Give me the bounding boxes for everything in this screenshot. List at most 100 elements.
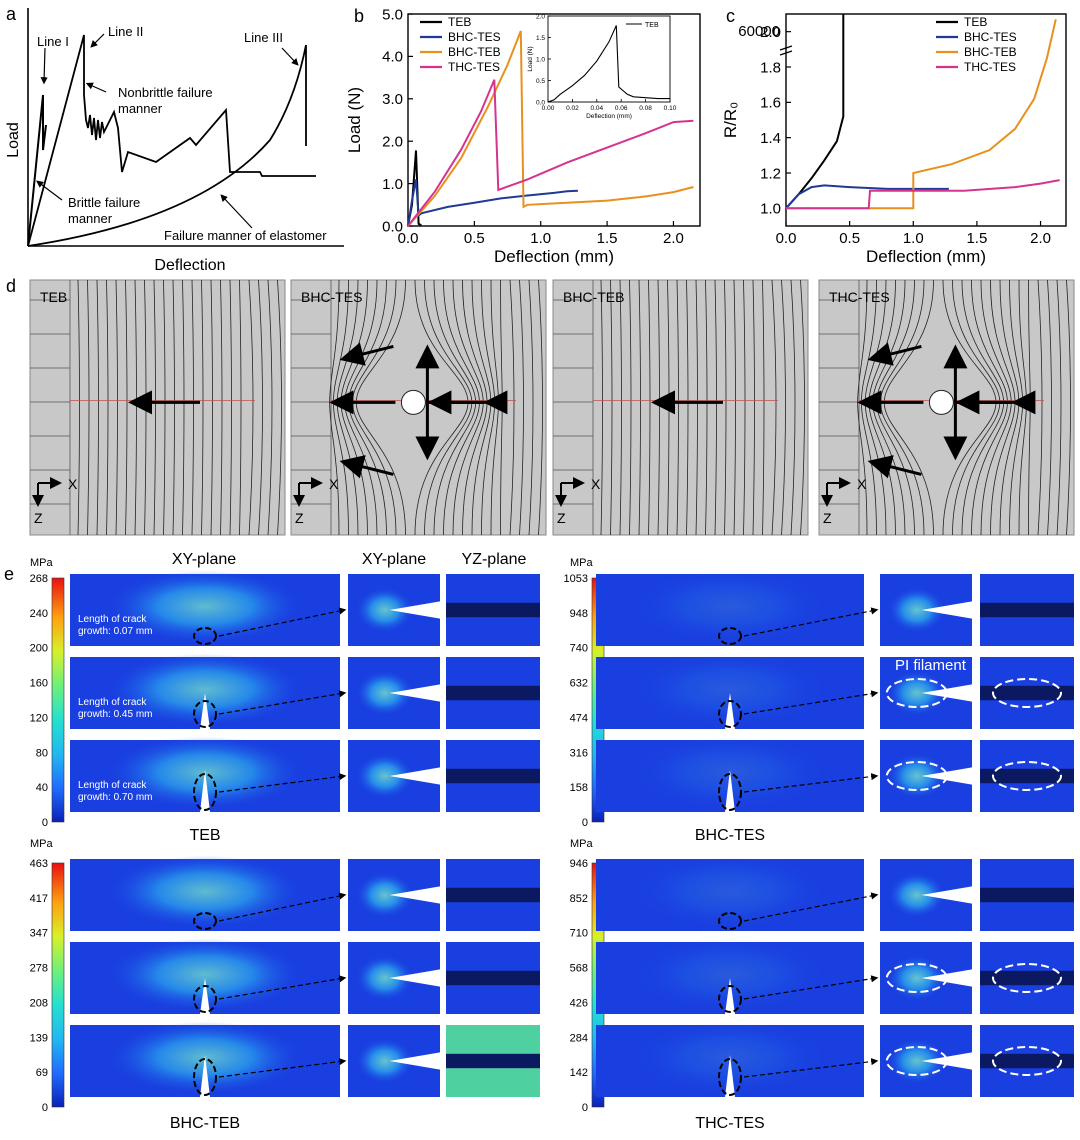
colorbar-tick: 0 (42, 817, 48, 829)
colorbar-tick: 948 (570, 608, 588, 620)
colorbar-tick: 474 (570, 712, 588, 724)
zoom-arrow (218, 975, 347, 1000)
filament-oval (885, 963, 948, 993)
series-line-BHC-TES (785, 184, 949, 209)
colorbar-tick: 160 (30, 678, 48, 690)
crack-growth-label: growth: 0.07 mm (78, 626, 152, 637)
axis-x-label: X (68, 476, 78, 492)
zoom-xy-field (888, 588, 945, 632)
filament-oval (992, 761, 1062, 791)
flow-box-title: TEB (40, 289, 67, 305)
col-header-yz: YZ-plane (462, 551, 527, 568)
flow-box-bg (552, 279, 809, 536)
line-i-curve (27, 94, 47, 247)
inset-x-tick-label: 0.08 (639, 105, 652, 112)
colorbar (51, 862, 65, 1108)
line-ii-curve (27, 34, 316, 247)
streamline (638, 279, 641, 536)
flow-box-title: BHC-TEB (563, 289, 624, 305)
streamline (258, 279, 263, 536)
colorbar-tick: 417 (30, 893, 48, 905)
zoom-xy-field (888, 873, 945, 917)
streamline (277, 279, 282, 536)
axis-break-mark (779, 50, 793, 56)
streamline (153, 279, 156, 536)
zoom-yz-band (446, 685, 540, 701)
nonbrittle-label-2: manner (118, 101, 163, 116)
streamline (528, 279, 534, 536)
inset-frame (547, 15, 671, 103)
axis-z-label: Z (823, 510, 832, 526)
plot-frame (407, 13, 701, 227)
colorbar-tick: 1053 (564, 573, 588, 585)
colorbar-tick: 284 (570, 1032, 588, 1044)
zoom-xy-crack (389, 767, 440, 785)
zoom-yz-band (980, 602, 1074, 618)
streamline (201, 279, 204, 536)
colorbar-tick: 200 (30, 643, 48, 655)
brittle-label-1: Brittle failure (68, 195, 140, 210)
inset-legend-label: TEB (645, 22, 659, 29)
streamline (115, 279, 118, 536)
streamline (619, 279, 622, 536)
streamline (1066, 279, 1071, 536)
streamline (191, 279, 194, 536)
filament-hole (928, 389, 954, 415)
pi-filament-label: PI filament (895, 657, 967, 674)
chart-c: 0.0 0.5 1.0 1.5 2.0 1.0 1.2 1.4 1.6 1.8 2.0 Deflect… (721, 13, 1067, 266)
inset-x-tick-label: 0.06 (615, 105, 628, 112)
line-iii-curve (27, 44, 307, 247)
streamline (695, 279, 698, 536)
streamline (733, 279, 736, 536)
colorbar-unit: MPa (570, 838, 594, 850)
panel-b: b 0.0 0.5 1.0 1.5 2.0 0.0 1.0 2.0 3.0 4.0 5.0 Defle… (345, 6, 701, 266)
inset-y-tick-label: 0.0 (536, 100, 545, 107)
panel-d-label: d (6, 276, 16, 296)
zoom-yz-band (980, 768, 1074, 784)
streamline (519, 279, 524, 536)
crack-highlight-oval (718, 1058, 742, 1096)
elastomer-label: Failure manner of elastomer (164, 228, 327, 243)
streamline (705, 279, 708, 536)
stress-field (110, 855, 300, 928)
flow-arrow-diag-up (339, 342, 394, 366)
zoom-xy-field (356, 1039, 413, 1083)
crack-highlight-oval (718, 773, 742, 811)
colorbar-tick: 158 (570, 782, 588, 794)
x-tick-label: 0.0 (776, 230, 797, 247)
zoom-xy-field (356, 956, 413, 1000)
filament-oval (885, 761, 948, 791)
streamline (210, 279, 213, 536)
zoom-xy-field (888, 1039, 945, 1083)
streamline (239, 279, 242, 536)
zoom-arrow (218, 773, 347, 793)
series-line-BHC-TEB (407, 30, 694, 227)
flow-arrow-diag-up (867, 342, 922, 366)
filament-oval (992, 1046, 1062, 1076)
streamline (538, 279, 543, 536)
colorbar-tick: 240 (30, 608, 48, 620)
zoom-arrow (743, 892, 879, 922)
panel-a: a Deflection Load Line I Line II Line II… (5, 4, 344, 274)
x-tick-label: 0.5 (464, 230, 485, 247)
streamline (743, 279, 746, 536)
flow-box-title: THC-TES (829, 289, 890, 305)
filament-oval (992, 678, 1062, 708)
streamline (1037, 279, 1043, 536)
axis-x-label: X (857, 476, 867, 492)
streamline (600, 279, 603, 536)
line-i-arrow (40, 47, 48, 85)
crack-growth-label: Length of crack (78, 614, 147, 625)
zoom-arrow (743, 690, 879, 715)
brittle-label-2: manner (68, 211, 113, 226)
y-axis-label: R/R₀ (721, 102, 740, 138)
crack-notch (725, 770, 735, 812)
streamline (106, 279, 109, 536)
zoom-xy-crack (921, 886, 972, 904)
streamline (163, 279, 166, 536)
inset-xlabel: Deflection (mm) (586, 113, 632, 120)
x-tick-label: 2.0 (1030, 230, 1051, 247)
stress-group-bhc-tes: MPa 1053 948 740 632 474 316 158 0 PI filament BHC… (564, 557, 1074, 844)
colorbar-tick: 0 (42, 1102, 48, 1114)
stress-field (636, 855, 824, 928)
